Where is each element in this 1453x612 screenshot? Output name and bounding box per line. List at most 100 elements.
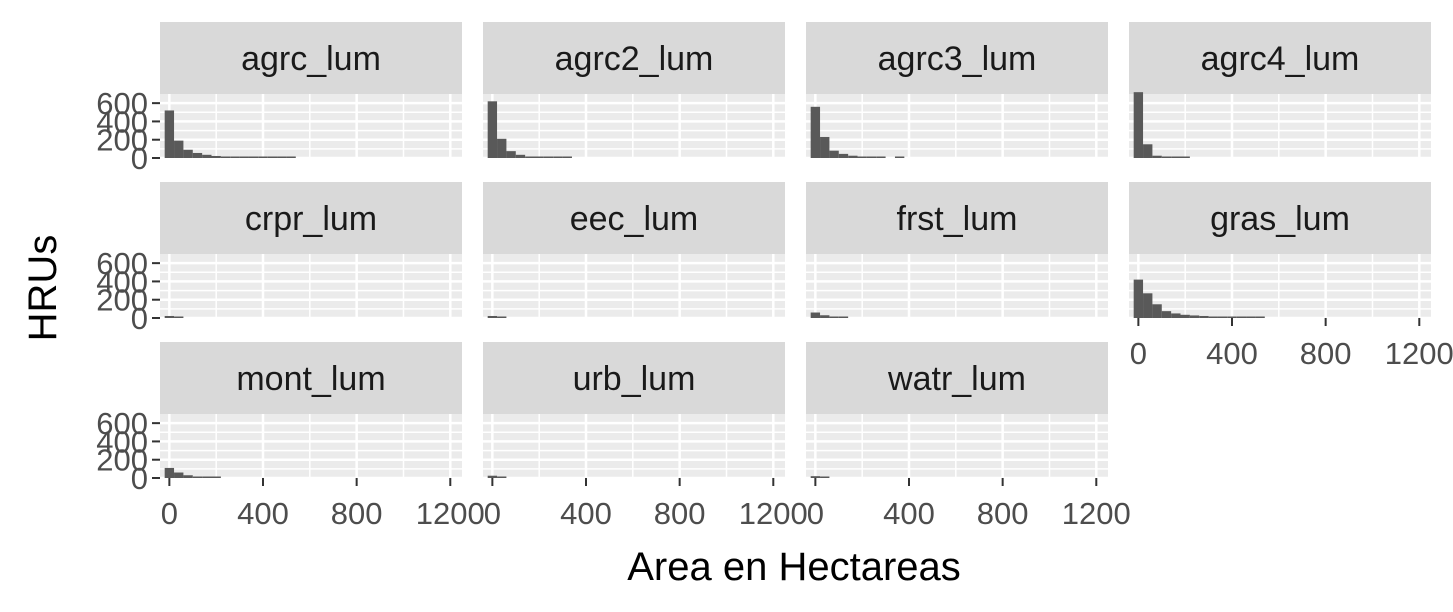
histogram-bar	[810, 476, 821, 478]
histogram-bar	[820, 136, 830, 158]
histogram-bar	[1171, 313, 1181, 318]
facet-watr_lum: watr_lum 0 400 800 1200	[806, 342, 1131, 531]
y-tick-label: 600	[96, 86, 148, 121]
histogram-bar	[1133, 92, 1144, 158]
histogram-bar	[202, 476, 212, 478]
histogram-bar	[1161, 156, 1172, 158]
panel-background	[483, 414, 785, 478]
histogram-bar	[220, 156, 231, 158]
panel-background	[806, 254, 1108, 318]
histogram-bar	[553, 156, 563, 158]
histogram-bar	[534, 156, 544, 158]
facet-strip	[1129, 22, 1431, 94]
facet-frst_lum: frst_lum	[806, 182, 1108, 320]
histogram-bar	[894, 156, 905, 158]
panel-background	[806, 414, 1108, 478]
facet-strip-label: mont_lum	[236, 360, 385, 398]
histogram-bar	[497, 316, 507, 318]
histogram-bar	[1227, 316, 1237, 318]
histogram-bar	[183, 475, 193, 478]
histogram-bar	[1161, 311, 1172, 318]
facet-agrc4_lum: agrc4_lum	[1129, 22, 1431, 160]
x-tick-label: 800	[1300, 336, 1352, 371]
facet-agrc3_lum: agrc3_lum	[806, 22, 1108, 160]
histogram-bar	[820, 476, 830, 478]
y-tick-label: 400	[96, 424, 148, 459]
histogram-bar	[838, 316, 849, 318]
facet-strip	[806, 342, 1108, 414]
facet-strip-label: agrc4_lum	[1201, 40, 1360, 78]
facet-strip-label: gras_lum	[1210, 200, 1350, 238]
histogram-bar	[525, 156, 535, 158]
histogram-bar	[562, 156, 572, 158]
facet-strip-label: frst_lum	[897, 200, 1018, 238]
histogram-bar	[248, 156, 259, 158]
panel-background	[160, 254, 462, 318]
histogram-bar	[1133, 279, 1144, 318]
panel-background	[160, 414, 462, 478]
x-tick-label: 1200	[739, 496, 808, 531]
histogram-bar	[267, 156, 278, 158]
histogram-bar	[829, 316, 839, 318]
histogram-bar	[230, 156, 240, 158]
facet-strip	[806, 182, 1108, 254]
histogram-bar	[1189, 315, 1200, 318]
x-tick-label: 400	[883, 496, 935, 531]
histogram-bar	[543, 156, 554, 158]
facet-strip-label: agrc_lum	[241, 40, 381, 78]
x-tick-label: 400	[237, 496, 289, 531]
facet-strip	[483, 342, 785, 414]
histogram-bar	[1208, 316, 1218, 318]
histogram-bar	[174, 140, 184, 158]
y-tick-label: 200	[96, 443, 148, 478]
y-tick-label: 600	[96, 246, 148, 281]
facet-strip	[483, 182, 785, 254]
x-axis-title: Area en Hectareas	[627, 545, 961, 589]
x-tick-label: 800	[331, 496, 383, 531]
histogram-bar	[183, 149, 193, 158]
facet-strip-label: eec_lum	[570, 200, 699, 238]
histogram-bar	[810, 106, 821, 158]
y-axis-title: HRUs	[21, 235, 65, 342]
histogram-bar	[1171, 156, 1181, 158]
y-tick-label: 0	[131, 301, 148, 336]
x-tick-label: 1200	[1062, 496, 1131, 531]
x-tick-label: 400	[560, 496, 612, 531]
facet-strip-label: watr_lum	[887, 360, 1026, 398]
panel-background	[160, 94, 462, 158]
y-tick-label: 400	[96, 264, 148, 299]
histogram-bar	[1255, 316, 1265, 318]
histogram-bar	[497, 138, 507, 158]
y-tick-label: 200	[96, 283, 148, 318]
panel-background	[483, 94, 785, 158]
histogram-bar	[866, 156, 877, 158]
histogram-bar	[211, 476, 221, 478]
histogram-bar	[515, 154, 526, 158]
x-tick-label: 400	[1206, 336, 1258, 371]
y-tick-label: 200	[96, 123, 148, 158]
histogram-bar	[487, 315, 498, 318]
histogram-bar	[857, 156, 867, 158]
facet-urb_lum: urb_lum 0 400 800 1200	[483, 342, 808, 531]
histogram-bar	[506, 151, 516, 158]
panel-background	[1129, 94, 1431, 158]
histogram-bar	[277, 156, 287, 158]
panel-background	[1129, 254, 1431, 318]
y-tick-label: 400	[96, 104, 148, 139]
facet-strip-label: agrc2_lum	[555, 40, 714, 78]
x-tick-label: 0	[484, 496, 501, 531]
histogram-bar	[164, 110, 175, 158]
histogram-bar	[838, 153, 849, 158]
histogram-bar	[258, 156, 268, 158]
x-tick-label: 0	[1130, 336, 1147, 371]
panel-background	[483, 254, 785, 318]
histogram-bar	[202, 154, 212, 158]
facet-agrc2_lum: agrc2_lum	[483, 22, 785, 160]
histogram-bar	[192, 152, 203, 158]
histogram-bar	[164, 315, 175, 318]
x-tick-label: 1200	[416, 496, 485, 531]
x-tick-label: 1200	[1385, 336, 1453, 371]
histogram-bar	[487, 101, 498, 158]
